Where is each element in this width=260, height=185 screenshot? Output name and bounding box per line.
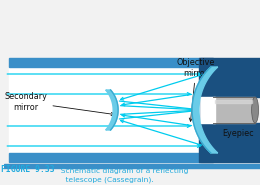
Text: telescope (Cassegrain).: telescope (Cassegrain). <box>56 177 154 183</box>
Polygon shape <box>9 58 201 67</box>
Polygon shape <box>4 164 260 168</box>
Polygon shape <box>201 58 213 162</box>
Text: Secondary
mirror: Secondary mirror <box>5 92 114 116</box>
Polygon shape <box>213 97 255 123</box>
Text: FIGURE 9.33: FIGURE 9.33 <box>1 164 55 174</box>
Polygon shape <box>9 153 201 162</box>
Polygon shape <box>192 67 218 153</box>
Polygon shape <box>106 90 118 130</box>
Text: Objective
mirror: Objective mirror <box>177 58 215 121</box>
Text: Eyepiec: Eyepiec <box>223 129 254 138</box>
Polygon shape <box>199 58 260 97</box>
Text: Schematic diagram of a reflecting: Schematic diagram of a reflecting <box>56 168 188 174</box>
Polygon shape <box>199 123 260 162</box>
Polygon shape <box>9 67 201 153</box>
Polygon shape <box>215 100 252 103</box>
Ellipse shape <box>252 97 258 123</box>
Polygon shape <box>201 97 215 123</box>
